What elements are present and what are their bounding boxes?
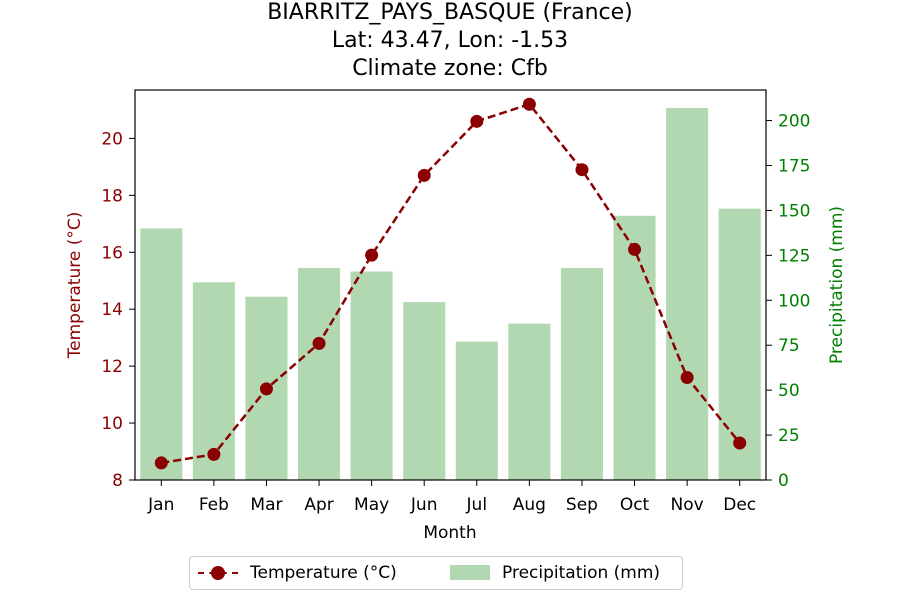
- right-tick-label: 175: [778, 156, 810, 176]
- legend-bar-swatch: [450, 565, 490, 580]
- right-tick-label: 50: [778, 381, 800, 401]
- right-axis-label: Precipitation (mm): [827, 206, 847, 364]
- temperature-series: [154, 97, 747, 470]
- left-tick-label: 20: [101, 129, 123, 149]
- x-tick-label-aug: Aug: [513, 495, 546, 515]
- left-axis: 8 10 12 14 16 18 20: [101, 129, 135, 491]
- temp-point-nov: [680, 371, 694, 385]
- plot-frame: [134, 89, 767, 481]
- right-tick-label: 200: [778, 112, 810, 132]
- right-tick-label: 150: [778, 201, 810, 221]
- left-tick-label: 14: [101, 300, 123, 320]
- x-tick-label-feb: Feb: [199, 495, 229, 515]
- right-tick-label: 100: [778, 291, 810, 311]
- right-tick-label: 125: [778, 246, 810, 266]
- precip-bar-sep: [560, 267, 603, 480]
- x-tick-label-mar: Mar: [250, 495, 282, 515]
- left-tick-label: 8: [112, 471, 123, 491]
- right-tick-label: 75: [778, 336, 800, 356]
- x-tick-label-nov: Nov: [671, 495, 704, 515]
- x-tick-label-dec: Dec: [723, 495, 756, 515]
- precip-bar-jan: [140, 228, 183, 480]
- right-tick-label: 25: [778, 426, 800, 446]
- temp-point-jan: [154, 456, 168, 470]
- x-tick-label-jan: Jan: [147, 495, 174, 515]
- temp-point-oct: [628, 242, 642, 256]
- temp-point-may: [365, 248, 379, 262]
- chart-title-line-3: Climate zone: Cfb: [352, 56, 548, 81]
- temp-point-sep: [575, 163, 589, 177]
- precip-bar-jul: [455, 341, 498, 480]
- x-tick-label-jul: Jul: [466, 495, 488, 515]
- precip-bar-feb: [192, 282, 235, 480]
- precip-bar-dec: [718, 208, 761, 481]
- temp-point-jun: [417, 168, 431, 182]
- legend-label-temperature: Temperature (°C): [250, 563, 397, 583]
- temp-point-aug: [522, 97, 536, 111]
- temp-point-mar: [259, 382, 273, 396]
- x-tick-label-oct: Oct: [620, 495, 650, 515]
- x-tick-label-apr: Apr: [304, 495, 333, 515]
- left-axis-label: Temperature (°C): [65, 212, 85, 360]
- chart-title-line-1: BIARRITZ_PAYS_BASQUE (France): [267, 0, 633, 25]
- legend-label-precipitation: Precipitation (mm): [502, 563, 661, 583]
- x-tick-label-jun: Jun: [410, 495, 438, 515]
- right-axis: 0 25 50 75 100 125 150 175 200: [766, 112, 810, 491]
- precip-bar-aug: [508, 323, 551, 480]
- x-tick-label-may: May: [354, 495, 389, 515]
- precip-bar-oct: [613, 215, 656, 480]
- temp-point-apr: [312, 336, 326, 350]
- legend-marker-swatch: [211, 566, 225, 580]
- precip-bar-apr: [298, 267, 341, 480]
- left-tick-label: 16: [101, 243, 123, 263]
- precip-bar-jun: [403, 302, 446, 480]
- temperature-line: [161, 102, 741, 465]
- left-tick-label: 18: [101, 186, 123, 206]
- x-axis: Jan Feb Mar Apr May Jun Jul Aug Sep Oct Nov Dec: [147, 480, 756, 515]
- x-tick-label-sep: Sep: [566, 495, 598, 515]
- chart-legend: Temperature (°C) Precipitation (mm): [189, 556, 683, 590]
- precip-bar-nov: [666, 107, 709, 480]
- precipitation-bars: [140, 107, 761, 481]
- precip-bar-may: [350, 271, 393, 480]
- temp-point-dec: [733, 436, 747, 450]
- left-tick-label: 10: [101, 414, 123, 434]
- chart-title-line-2: Lat: 43.47, Lon: -1.53: [331, 28, 569, 53]
- x-axis-label: Month: [423, 523, 476, 543]
- right-tick-label: 0: [778, 471, 789, 491]
- temp-point-jul: [470, 114, 484, 128]
- left-tick-label: 12: [101, 357, 123, 377]
- temp-point-feb: [207, 447, 221, 461]
